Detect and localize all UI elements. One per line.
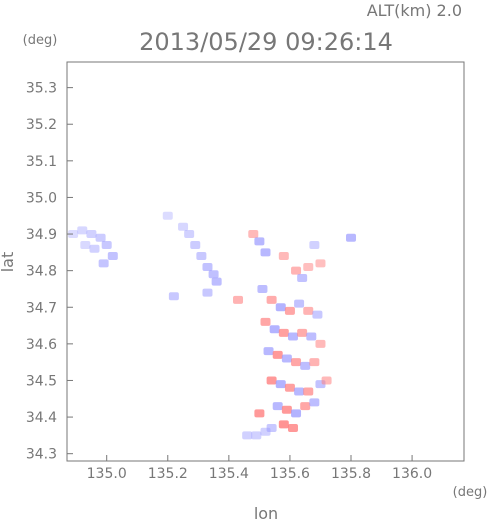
data-cell <box>168 292 179 301</box>
x-tick-label: 135.6 <box>270 466 310 482</box>
data-cell <box>291 409 302 418</box>
data-cell <box>80 241 91 250</box>
data-cell <box>291 266 302 275</box>
y-tick-label: 34.8 <box>26 264 57 280</box>
x-tick-label: 135.0 <box>87 466 127 482</box>
data-cell <box>95 233 106 242</box>
x-tick-label: 135.4 <box>209 466 249 482</box>
y-tick-label: 34.4 <box>26 410 57 426</box>
data-cell <box>297 328 308 337</box>
data-cell <box>281 405 292 414</box>
heatmap-cells <box>68 211 357 440</box>
data-cell <box>260 427 271 436</box>
y-tick-label: 35.1 <box>26 154 57 170</box>
data-cell <box>202 288 213 297</box>
data-cell <box>211 277 222 286</box>
plot-frame <box>66 61 465 462</box>
data-cell <box>184 230 195 239</box>
data-cell <box>278 328 289 337</box>
chart-subtitle: ALT(km) 2.0 <box>367 1 462 20</box>
data-cell <box>266 424 277 433</box>
data-cell <box>291 358 302 367</box>
data-cell <box>263 347 274 356</box>
data-cell <box>77 226 88 235</box>
data-cell <box>272 350 283 359</box>
data-cell <box>315 339 326 348</box>
data-cell <box>233 295 244 304</box>
data-cell <box>202 262 213 271</box>
x-axis-label: lon <box>254 504 278 521</box>
x-unit-label: (deg) <box>453 485 488 500</box>
x-tick-label: 135.8 <box>331 466 371 482</box>
data-cell <box>294 299 305 308</box>
chart-title: 2013/05/29 09:26:14 <box>139 28 393 56</box>
y-tick-label: 35.3 <box>26 81 57 97</box>
data-cell <box>107 252 118 261</box>
data-cell <box>300 402 311 411</box>
data-cell <box>68 230 79 239</box>
data-cell <box>294 387 305 396</box>
data-cell <box>196 252 207 261</box>
data-cell <box>254 409 265 418</box>
data-cell <box>346 233 357 242</box>
y-tick-label: 35.2 <box>26 117 57 133</box>
x-tick-label: 135.2 <box>148 466 188 482</box>
data-cell <box>303 387 314 396</box>
data-cell <box>278 252 289 261</box>
y-axis-label: lat <box>0 252 17 273</box>
data-cell <box>257 284 268 293</box>
y-tick-label: 34.7 <box>26 300 57 316</box>
data-cell <box>309 241 320 250</box>
data-cell <box>86 230 97 239</box>
data-cell <box>281 354 292 363</box>
data-cell <box>89 244 100 253</box>
data-cell <box>208 270 219 279</box>
data-cell <box>321 376 332 385</box>
axis-ticks: 135.0 135.2 135.4 135.6 135.8 136.0 34.3 34.4 34… <box>26 81 432 482</box>
y-unit-label: (deg) <box>23 33 58 48</box>
data-cell <box>260 317 271 326</box>
y-tick-label: 35.0 <box>26 190 57 206</box>
data-cell <box>300 361 311 370</box>
data-cell <box>178 222 189 231</box>
data-cell <box>101 241 112 250</box>
data-cell <box>98 259 109 268</box>
data-cell <box>275 380 286 389</box>
data-cell <box>260 248 271 257</box>
data-cell <box>251 431 262 440</box>
data-cell <box>297 273 308 282</box>
data-cell <box>309 398 320 407</box>
data-cell <box>278 420 289 429</box>
y-tick-label: 34.3 <box>26 447 57 463</box>
data-cell <box>242 431 253 440</box>
y-tick-label: 34.5 <box>26 373 57 389</box>
data-cell <box>303 262 314 271</box>
data-cell <box>306 332 317 341</box>
x-tick-label: 136.0 <box>392 466 432 482</box>
data-cell <box>303 306 314 315</box>
data-cell <box>312 310 323 319</box>
data-cell <box>248 230 259 239</box>
data-cell <box>315 259 326 268</box>
data-cell <box>287 332 298 341</box>
data-cell <box>162 211 173 220</box>
data-cell <box>254 237 265 246</box>
data-cell <box>269 325 280 334</box>
data-cell <box>272 402 283 411</box>
data-cell <box>284 306 295 315</box>
y-tick-label: 34.6 <box>26 337 57 353</box>
data-cell <box>284 383 295 392</box>
data-cell <box>287 424 298 433</box>
data-cell <box>266 295 277 304</box>
data-cell <box>275 303 286 312</box>
y-tick-label: 34.9 <box>26 227 57 243</box>
data-cell <box>266 376 277 385</box>
data-cell <box>190 241 201 250</box>
data-cell <box>309 358 320 367</box>
